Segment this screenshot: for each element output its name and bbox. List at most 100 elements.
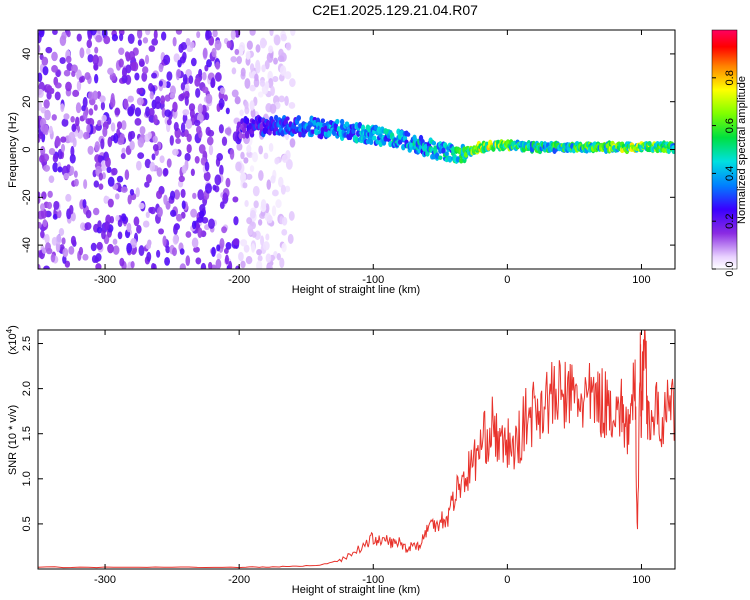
spectrogram-cell: [266, 179, 272, 190]
spectrogram-cell: [120, 186, 128, 193]
spectrogram-cell: [156, 167, 163, 177]
spectrogram-cell: [63, 172, 70, 180]
spectrogram-cell: [42, 219, 48, 228]
spectrogram-cell: [161, 107, 166, 118]
spectrogram-cell: [230, 30, 236, 40]
spectrogram-cell: [70, 115, 75, 123]
spectrogram-cell: [206, 59, 212, 68]
spectrogram-cell: [240, 67, 246, 77]
spectrogram-cell: [198, 210, 205, 219]
spectrogram-cell: [86, 124, 91, 134]
spectrogram-cell: [245, 173, 253, 180]
spectrogram-cell: [151, 72, 157, 79]
spectrogram-cell: [184, 95, 189, 106]
colorbar-tick-label: 0.6: [724, 118, 736, 133]
spectrogram-cell: [121, 147, 126, 155]
spectrogram-cell: [161, 31, 167, 41]
spectrogram-cell: [119, 257, 125, 267]
spectrogram-cell: [354, 136, 359, 144]
spectrogram-cell: [335, 118, 340, 125]
spectrogram-cell: [249, 63, 255, 72]
spectrogram-cell: [114, 107, 121, 116]
spectrogram-cell: [260, 235, 265, 246]
spectrogram-cell: [333, 123, 338, 129]
spectrogram-cell: [195, 257, 202, 265]
spectrogram-cell: [129, 188, 135, 196]
spectrogram-cell: [244, 78, 251, 89]
spectrogram-cell: [175, 213, 183, 222]
spectrogram-cell: [44, 109, 51, 121]
spectrogram-cell: [183, 129, 189, 137]
spectrogram-cell: [98, 172, 103, 181]
spectrogram-cell: [127, 194, 132, 205]
spectrogram-cell: [163, 194, 168, 205]
spectrogram-cell: [85, 118, 91, 125]
spectrogram-cell: [101, 229, 106, 240]
spectrogram-cell: [290, 30, 296, 36]
spectrogram-cell: [41, 56, 49, 66]
spectrogram-cell: [232, 238, 240, 246]
spectrogram-cell: [214, 39, 222, 51]
spectrogram-cell: [196, 31, 201, 39]
spectrogram-cell: [190, 208, 198, 218]
spectrogram-cell: [226, 40, 232, 49]
spectrogram-cell: [111, 33, 119, 42]
spectrogram-cell: [95, 263, 102, 269]
spectrogram-cell: [60, 136, 67, 143]
colorbar-ticks: 0.0 0.2 0.4 0.6 0.8: [712, 70, 736, 277]
spectrogram-cell: [247, 224, 253, 236]
spectrogram-cell: [193, 119, 201, 127]
spectrogram-cell: [112, 245, 120, 255]
spectrogram-cell: [115, 215, 120, 222]
spectrogram-cell: [200, 262, 207, 269]
spectrogram-cell: [268, 78, 274, 89]
spectrogram-cell: [243, 244, 250, 253]
spectrogram-cell: [159, 155, 165, 164]
spectrogram-cell: [172, 148, 179, 156]
spectrogram-cell: [197, 189, 204, 201]
spectrogram-cell: [47, 190, 53, 198]
spectrogram-cell: [158, 63, 164, 73]
y-tick-label: 2.0: [21, 381, 33, 396]
spectrogram-cell: [255, 63, 261, 74]
spectrogram-cell: [205, 183, 212, 194]
spectrogram-cell: [205, 126, 211, 136]
spectrogram-cell: [270, 85, 275, 96]
spectrogram-cell: [96, 226, 103, 234]
spectrogram-cell: [152, 144, 159, 152]
spectrogram-cell: [222, 192, 228, 201]
spectrogram-cell: [338, 128, 343, 136]
spectrogram-cell: [236, 142, 243, 151]
spectrogram-cell: [179, 248, 185, 255]
spectrogram-cell: [166, 158, 172, 168]
spectrogram-cell: [136, 224, 142, 234]
spectrogram-cell: [224, 254, 229, 265]
spectrogram-cell: [107, 67, 114, 75]
spectrogram-cell: [211, 47, 217, 58]
spectrogram-cell: [60, 103, 65, 113]
spectrogram-cell: [216, 253, 222, 260]
spectrogram-cell: [239, 41, 246, 52]
spectrogram-cell: [188, 75, 194, 84]
x-tick-label: 0: [504, 274, 510, 286]
spectrogram-cell: [148, 108, 155, 117]
colorbar: 0.0 0.2 0.4 0.6 0.8 Normalized spectral ampl…: [711, 29, 748, 277]
spectrogram-cell: [38, 155, 45, 163]
spectrogram-cell: [238, 132, 243, 140]
spectrogram-cell: [133, 216, 140, 227]
spectrogram-cell: [219, 238, 225, 250]
spectrogram-cell: [149, 91, 154, 100]
spectrogram-cell: [138, 202, 145, 210]
spectrogram-cell: [142, 66, 149, 74]
spectrogram-cell: [210, 77, 216, 88]
spectrogram-cell: [120, 152, 126, 160]
spectrogram-cell: [357, 121, 363, 129]
spectrogram-cell: [166, 118, 172, 126]
spectrogram-cell: [125, 64, 132, 74]
spectrogram-cell: [208, 261, 213, 269]
x-tick-label: 100: [632, 274, 650, 286]
spectrogram-cell: [111, 167, 118, 176]
spectrogram-cell: [185, 68, 192, 78]
spectrogram-cell: [244, 100, 249, 110]
spectrogram-cell: [221, 226, 227, 234]
